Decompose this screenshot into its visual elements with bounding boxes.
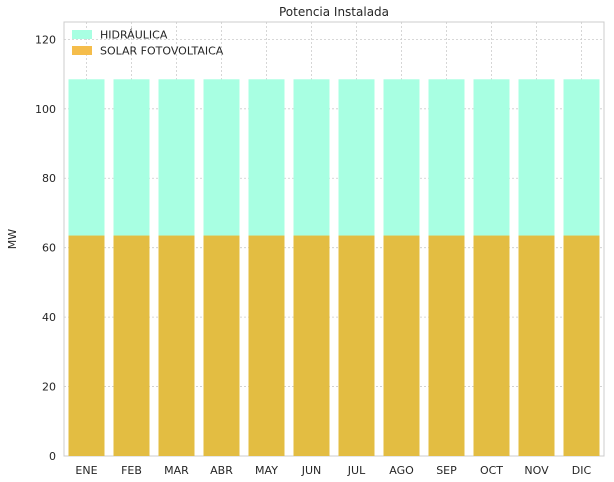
bar-solar-fotovoltaica	[68, 235, 105, 456]
bar-hidraulica	[338, 79, 375, 236]
legend: HIDRÁULICA SOLAR FOTOVOLTAICA	[72, 29, 224, 58]
bar-solar-fotovoltaica	[113, 235, 150, 456]
y-tick-label: 60	[42, 242, 56, 255]
bar-hidraulica	[428, 79, 465, 236]
legend-swatch	[72, 30, 92, 39]
y-tick-label: 20	[42, 381, 56, 394]
x-axis-ticks: ENE FEB MAR ABR MAY JUN JUL AGO SEP OCT NOV DIC	[75, 464, 591, 477]
x-tick-label: ENE	[75, 464, 97, 477]
bar-hidraulica	[473, 79, 510, 236]
bar-solar-fotovoltaica	[203, 235, 240, 456]
x-tick-label: ABR	[210, 464, 233, 477]
x-tick-label: SEP	[436, 464, 457, 477]
bar-hidraulica	[113, 79, 150, 236]
bar-solar-fotovoltaica	[383, 235, 420, 456]
y-tick-label: 40	[42, 311, 56, 324]
y-axis-ticks: 0 20 40 60 80 100 120	[35, 33, 56, 463]
y-tick-label: 120	[35, 33, 56, 46]
x-tick-label: JUN	[301, 464, 322, 477]
legend-label: SOLAR FOTOVOLTAICA	[100, 45, 224, 58]
bar-solar-fotovoltaica	[428, 235, 465, 456]
x-tick-label: JUL	[347, 464, 366, 477]
bar-solar-fotovoltaica	[158, 235, 195, 456]
bar-hidraulica	[158, 79, 195, 236]
bar-hidraulica	[203, 79, 240, 236]
bar-solar-fotovoltaica	[293, 235, 330, 456]
y-axis-label: MW	[6, 229, 19, 249]
bar-solar-fotovoltaica	[248, 235, 285, 456]
legend-label: HIDRÁULICA	[100, 29, 168, 42]
bar-solar-fotovoltaica	[473, 235, 510, 456]
plot-area	[63, 21, 605, 457]
bar-hidraulica	[563, 79, 600, 236]
bar-hidraulica	[383, 79, 420, 236]
y-tick-label: 0	[49, 450, 56, 463]
x-tick-label: DIC	[572, 464, 592, 477]
x-tick-label: AGO	[389, 464, 414, 477]
legend-swatch	[72, 46, 92, 55]
x-tick-label: MAR	[164, 464, 189, 477]
bar-hidraulica	[68, 79, 105, 236]
y-tick-label: 100	[35, 103, 56, 116]
x-tick-label: NOV	[524, 464, 549, 477]
bar-hidraulica	[248, 79, 285, 236]
bar-solar-fotovoltaica	[518, 235, 555, 456]
x-tick-label: FEB	[121, 464, 142, 477]
y-tick-label: 80	[42, 172, 56, 185]
bars	[68, 79, 600, 456]
bar-hidraulica	[293, 79, 330, 236]
x-tick-label: OCT	[480, 464, 503, 477]
bar-solar-fotovoltaica	[338, 235, 375, 456]
bar-hidraulica	[518, 79, 555, 236]
chart-title: Potencia Instalada	[279, 5, 389, 19]
x-tick-label: MAY	[255, 464, 278, 477]
bar-solar-fotovoltaica	[563, 235, 600, 456]
